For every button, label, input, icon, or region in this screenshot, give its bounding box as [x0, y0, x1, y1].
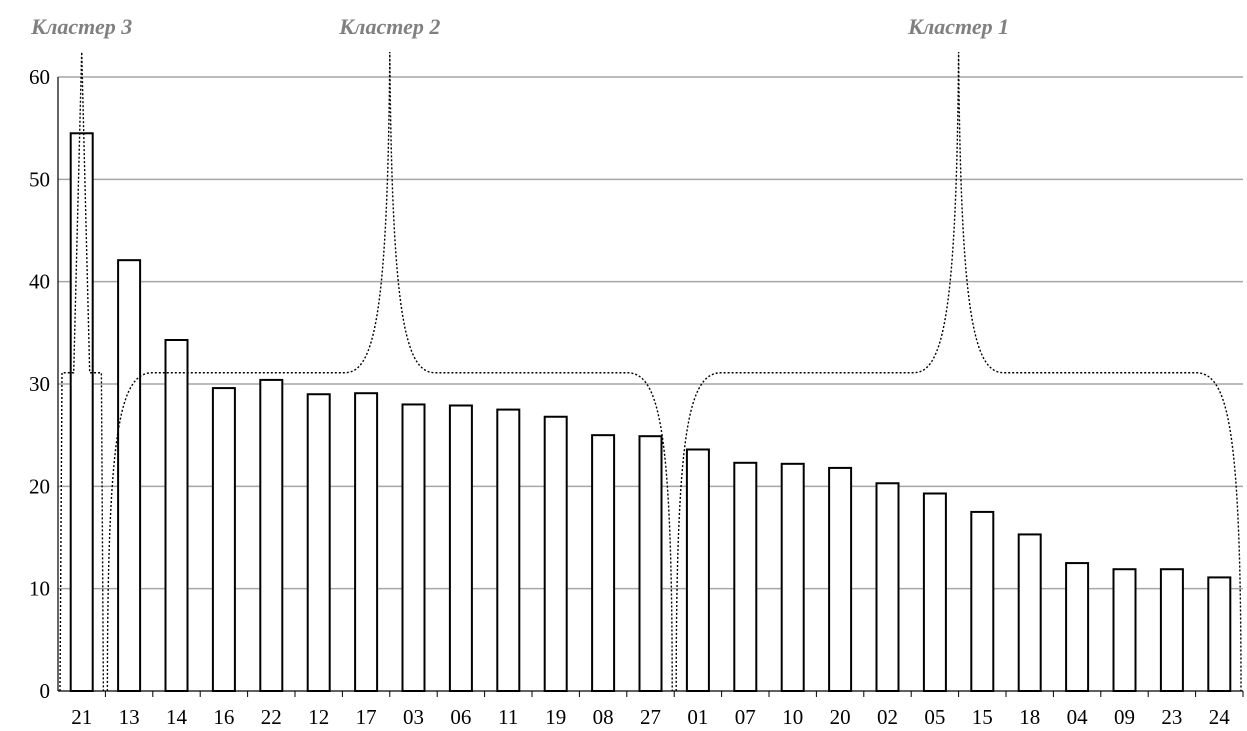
- y-tick-label: 10: [29, 577, 50, 601]
- x-tick-label: 05: [924, 705, 945, 729]
- bar: [401, 403, 426, 692]
- cluster-label: Кластер 3: [30, 14, 132, 39]
- bar: [1159, 568, 1184, 692]
- y-tick-label: 40: [29, 270, 50, 294]
- y-tick-label: 60: [29, 65, 50, 89]
- cluster-label: Кластер 1: [907, 14, 1009, 39]
- bar: [306, 393, 331, 692]
- bar: [970, 510, 995, 692]
- bar: [638, 435, 663, 692]
- bar: [117, 259, 142, 692]
- cluster-bracket: [106, 51, 673, 692]
- x-tick-label: 08: [593, 705, 614, 729]
- y-tick-labels: 0 10 20 30 40 50 60: [29, 65, 50, 703]
- y-tick-label: 0: [40, 679, 51, 703]
- x-tick-label: 16: [213, 705, 234, 729]
- bar: [875, 482, 900, 692]
- x-tick-label: 03: [403, 705, 424, 729]
- bar: [1207, 576, 1232, 692]
- bar: [69, 132, 94, 693]
- y-tick-label: 30: [29, 372, 50, 396]
- x-tick-label: 09: [1114, 705, 1135, 729]
- bar: [211, 387, 236, 692]
- cluster-bracket: [675, 51, 1242, 692]
- cluster-brackets: [59, 51, 1242, 692]
- bar: [448, 404, 473, 692]
- x-tick-label: 04: [1067, 705, 1089, 729]
- cluster-label: Кластер 2: [338, 14, 440, 39]
- x-tick-label: 19: [545, 705, 566, 729]
- bar: [496, 408, 521, 692]
- bar: [685, 448, 710, 693]
- cluster-labels: Кластер 3 Кластер 2 Кластер 1: [30, 14, 1009, 39]
- x-tick-label: 24: [1209, 705, 1231, 729]
- bar: [828, 466, 853, 692]
- bar: [543, 415, 568, 692]
- x-tick-label: 07: [735, 705, 756, 729]
- x-tick-label: 12: [308, 705, 329, 729]
- x-tick-label: 13: [119, 705, 140, 729]
- x-tick-label: 17: [356, 705, 377, 729]
- x-tick-label: 01: [687, 705, 708, 729]
- x-tick-label: 22: [261, 705, 282, 729]
- bar: [1112, 568, 1137, 692]
- x-tick-label: 10: [782, 705, 803, 729]
- bars: [69, 132, 1232, 693]
- x-tick-label: 23: [1161, 705, 1182, 729]
- x-tick-label: 15: [972, 705, 993, 729]
- x-tick-label: 11: [498, 705, 518, 729]
- y-tick-label: 50: [29, 167, 50, 191]
- x-tick-label: 18: [1019, 705, 1040, 729]
- x-tick-label: 02: [877, 705, 898, 729]
- x-tick-label: 27: [640, 705, 661, 729]
- bar: [1065, 562, 1090, 692]
- x-tick-labels: 21 13 14 16 22 12 17 03 06 11 19 08 27 01 07 10 20 02 05 15…: [71, 691, 1244, 729]
- bar: [591, 434, 616, 692]
- x-tick-label: 06: [450, 705, 471, 729]
- bar: [164, 338, 189, 692]
- bar: [780, 462, 805, 692]
- bar: [733, 461, 758, 692]
- x-tick-label: 21: [71, 705, 92, 729]
- x-tick-label: 14: [166, 705, 188, 729]
- bar: [354, 392, 379, 692]
- bar: [1017, 533, 1042, 692]
- y-tick-label: 20: [29, 474, 50, 498]
- x-tick-label: 20: [830, 705, 851, 729]
- bar: [259, 378, 284, 692]
- bar: [922, 492, 947, 692]
